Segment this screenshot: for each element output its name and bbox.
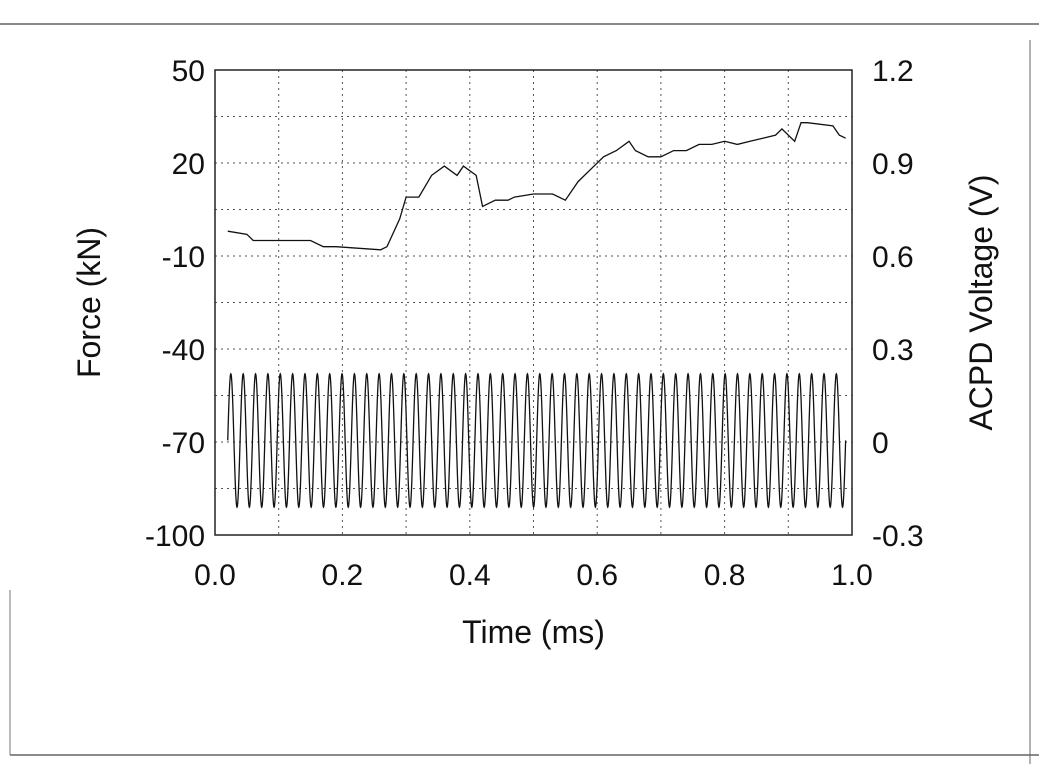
y-right-tick-label: 0 bbox=[872, 427, 889, 460]
y-right-tick-label: 0.3 bbox=[872, 334, 914, 367]
force-series-line bbox=[227, 372, 847, 509]
y-right-tick-label: 1.2 bbox=[872, 55, 914, 88]
plot-grid bbox=[215, 70, 852, 535]
x-tick-label: 0.8 bbox=[704, 559, 746, 592]
y-left-tick-label: -10 bbox=[162, 241, 205, 274]
page-scan-borders bbox=[0, 23, 1039, 764]
y-left-tick-label: -100 bbox=[145, 520, 205, 553]
y-axis-right-label: ACPD Voltage (V) bbox=[963, 174, 999, 430]
y-left-tick-label: -70 bbox=[162, 427, 205, 460]
y-right-tick-label: 0.9 bbox=[872, 148, 914, 181]
x-tick-label: 1.0 bbox=[831, 559, 873, 592]
x-tick-label: 0.6 bbox=[576, 559, 618, 592]
y-left-tick-label: 20 bbox=[172, 148, 205, 181]
y-right-tick-label: 0.6 bbox=[872, 241, 914, 274]
plot-frame bbox=[214, 69, 853, 536]
y-left-tick-label: -40 bbox=[162, 334, 205, 367]
y-right-tick-label: -0.3 bbox=[872, 520, 924, 553]
acpd-voltage-series-line bbox=[227, 122, 846, 251]
y-left-tick-label: 50 bbox=[172, 55, 205, 88]
x-tick-label: 0.2 bbox=[322, 559, 364, 592]
y-axis-left-label: Force (kN) bbox=[71, 227, 107, 378]
plot-border bbox=[214, 69, 853, 536]
axis-ticks: 0.0 0.2 0.4 0.6 0.8 1.0 50 20 -10 -40 -70 -100 1.2 0.… bbox=[145, 55, 924, 592]
x-tick-label: 0.4 bbox=[449, 559, 491, 592]
x-tick-label: 0.0 bbox=[194, 559, 236, 592]
x-axis-label: Time (ms) bbox=[462, 614, 605, 650]
data-series bbox=[227, 122, 847, 509]
